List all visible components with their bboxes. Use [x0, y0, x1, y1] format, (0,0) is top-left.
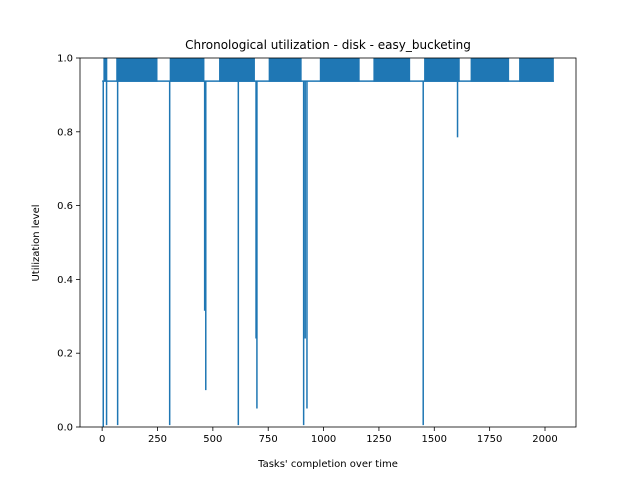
x-axis-label: Tasks' completion over time — [257, 459, 398, 470]
x-tick-label: 2000 — [532, 434, 557, 445]
y-tick-label: 0.2 — [57, 349, 73, 360]
chart-title: Chronological utilization - disk - easy_… — [185, 38, 471, 52]
series-0-dense-block — [424, 58, 460, 82]
y-tick-label: 1.0 — [57, 54, 73, 65]
series-0-dense-block — [519, 58, 554, 82]
series-0-dense-block — [219, 58, 255, 82]
x-tick-label: 1250 — [366, 434, 391, 445]
series-0-dense-block — [470, 58, 510, 82]
x-tick-label: 250 — [148, 434, 167, 445]
y-tick-label: 0.8 — [57, 127, 73, 138]
series-0-dense-block — [268, 58, 302, 82]
series-0-dense-block — [373, 58, 411, 82]
x-tick-label: 750 — [259, 434, 278, 445]
y-axis-label: Utilization level — [31, 204, 42, 281]
x-tick-label: 1750 — [477, 434, 502, 445]
x-tick-label: 500 — [203, 434, 222, 445]
x-tick-label: 1000 — [311, 434, 336, 445]
x-axis-ticks: 0 250 500 750 1000 1250 1500 1750 2000 — [99, 427, 558, 445]
series-0-dense-block — [319, 58, 360, 82]
y-tick-label: 0.4 — [57, 275, 73, 286]
plot-content — [102, 58, 554, 427]
y-tick-label: 0.6 — [57, 201, 73, 212]
x-tick-label: 1500 — [422, 434, 447, 445]
axes-frame — [79, 57, 577, 428]
y-axis-ticks: 0.0 0.2 0.4 0.6 0.8 1.0 — [57, 54, 80, 434]
y-tick-label: 0.0 — [57, 423, 73, 434]
series-0-dense-block — [169, 58, 205, 82]
series-0-dense-block — [118, 58, 158, 82]
x-tick-label: 0 — [99, 434, 105, 445]
